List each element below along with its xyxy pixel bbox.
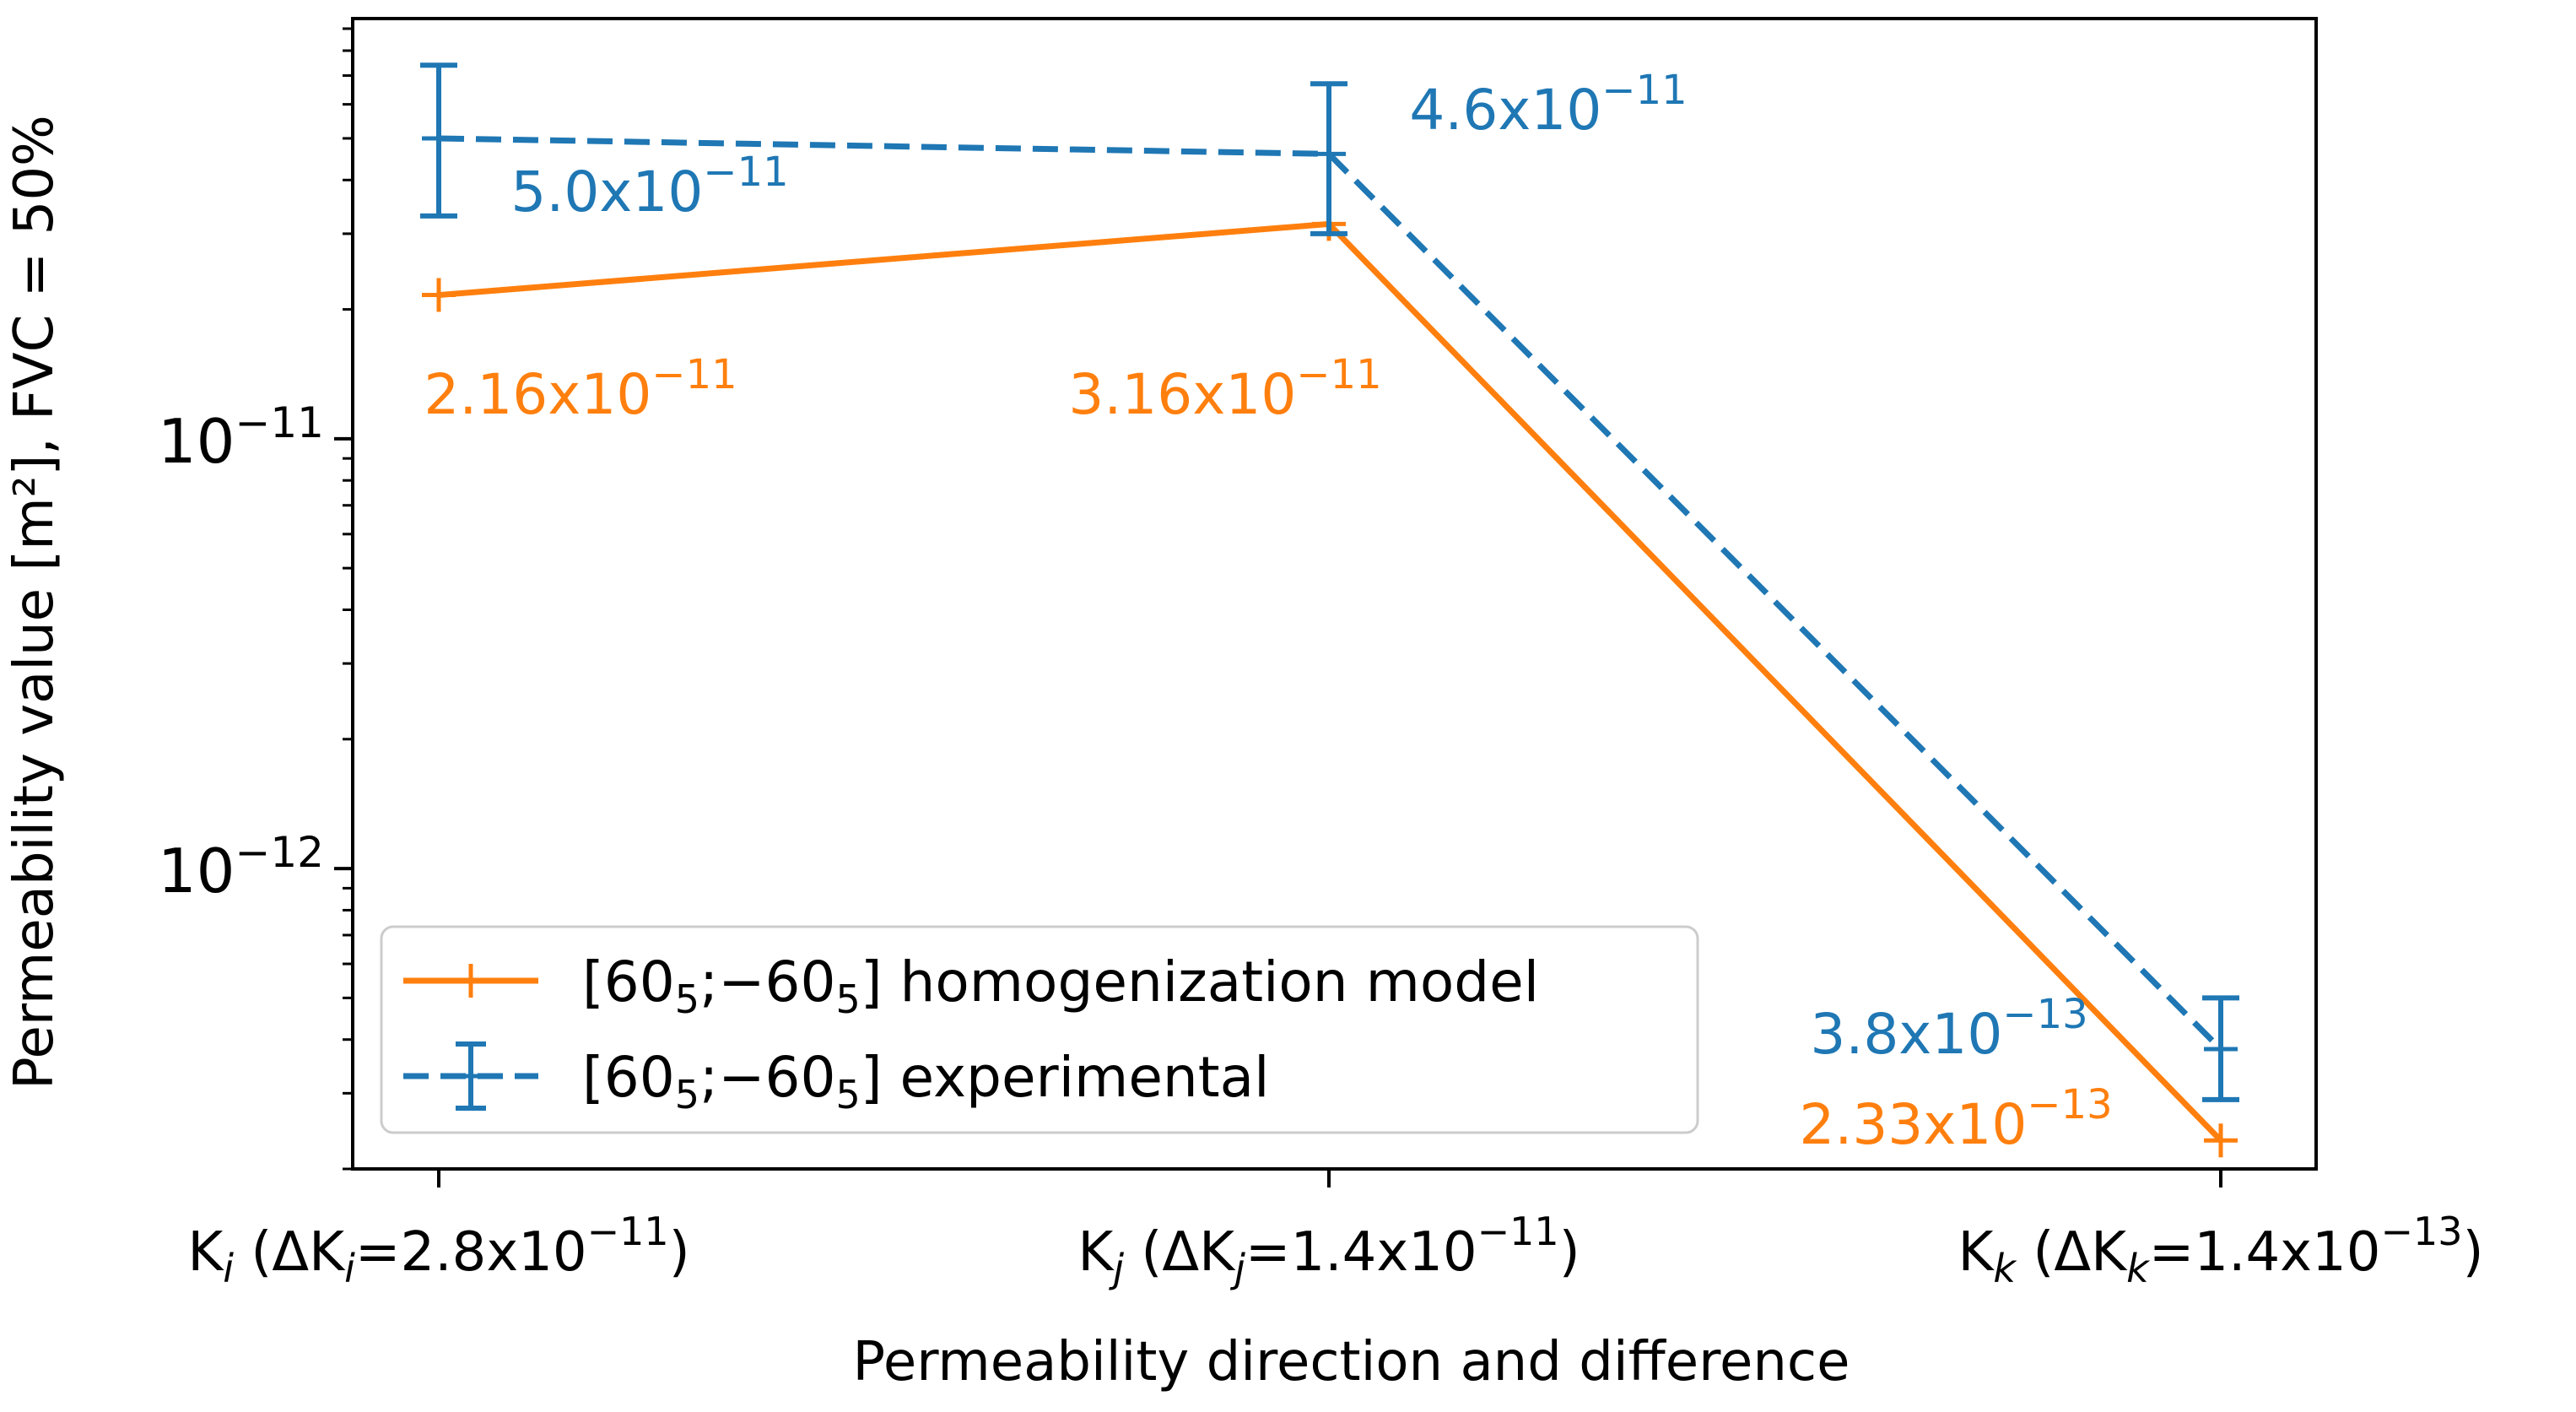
plot-area [420, 62, 2239, 1158]
legend: [605;−605] homogenization model [605;−605… [380, 925, 1699, 1134]
homogenization-value-label: 2.16x10−11 [424, 351, 737, 427]
y-axis-label: Permeability value [m²], FVC = 50% [3, 115, 66, 1090]
experimental-marker [1312, 137, 1346, 171]
x-axis-label: Permeability direction and difference [853, 1331, 1850, 1393]
experimental-line [438, 135, 2223, 1052]
axes-frame [351, 17, 2318, 1171]
experimental-marker [2204, 1032, 2238, 1067]
homogenization-value-label: 2.33x10−13 [1799, 1081, 2112, 1157]
x-tick-label: Kj (ΔKj=1.4x10−11) [1077, 1209, 1580, 1291]
data-labels: 2.16x10−11 3.16x10−11 2.33x10−13 5.0x10−11 4… [424, 67, 2112, 1157]
experimental-value-label: 5.0x10−11 [510, 149, 788, 225]
legend-box [380, 925, 1699, 1134]
y-tick-label: 10−11 [158, 398, 324, 477]
experimental-value-label: 3.8x10−13 [1810, 991, 2087, 1067]
legend-swatch-marker [454, 964, 488, 998]
x-tick-label: Ki (ΔKi=2.8x10−11) [187, 1209, 689, 1291]
homogenization-marker [422, 278, 456, 312]
experimental-marker [422, 121, 456, 155]
axis-ticks: 10−11 10−12 Ki (ΔKi=2.8x10−11) Kj (ΔKj=1.4x… [158, 27, 2484, 1291]
homogenization-value-label: 3.16x10−11 [1068, 351, 1381, 427]
experimental-value-label: 4.6x10−11 [1409, 67, 1687, 143]
homogenization-marker [2204, 1123, 2238, 1158]
y-tick-label: 10−12 [158, 828, 324, 906]
legend-label-experimental: [605;−605] experimental [582, 1045, 1269, 1117]
x-tick-label: Kk (ΔKk=1.4x10−13) [1958, 1209, 2483, 1291]
legend-label-homogenization: [605;−605] homogenization model [582, 949, 1539, 1022]
